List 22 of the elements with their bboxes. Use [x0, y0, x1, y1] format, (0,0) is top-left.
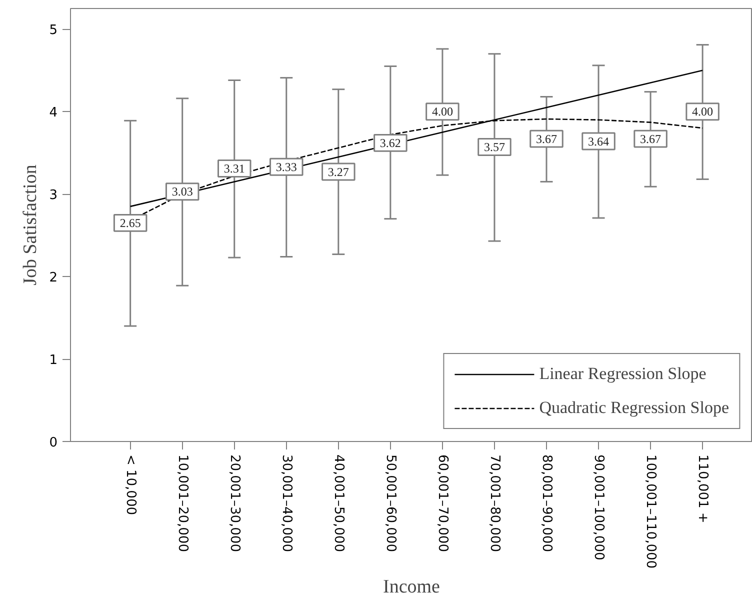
x-tick-label: 90,001–100,000 [591, 454, 606, 560]
x-tick-label: 30,001–40,000 [278, 454, 294, 552]
x-tick-label: 50,001–60,000 [382, 454, 398, 552]
y-tick-label: 4 [49, 106, 58, 121]
x-tick-label: 40,001–50,000 [330, 454, 346, 552]
y-tick-label: 5 [49, 23, 58, 38]
x-tick-label: 10,001–20,000 [174, 454, 190, 552]
y-tick-label: 1 [49, 353, 58, 368]
y-tick-label: 3 [49, 188, 58, 204]
legend-label: Quadratic Regression Slope [539, 398, 729, 418]
x-tick-label: 20,001–30,000 [226, 454, 242, 552]
y-tick-label: 0 [49, 436, 58, 450]
x-tick-label: 80,001–90,000 [538, 454, 554, 552]
y-axis-title: Job Satisfaction [20, 164, 42, 286]
x-tick-label: 70,001–80,000 [486, 454, 502, 552]
x-tick-label: 110,001 + [695, 454, 710, 524]
x-axis-title: Income [383, 576, 440, 598]
x-tick-label: < 10,000 [122, 454, 138, 516]
legend-label: Linear Regression Slope [539, 364, 706, 384]
y-tick-label: 2 [49, 270, 58, 286]
x-tick-label: 100,001–110,000 [643, 454, 658, 569]
x-tick-label: 60,001–70,000 [434, 454, 450, 552]
